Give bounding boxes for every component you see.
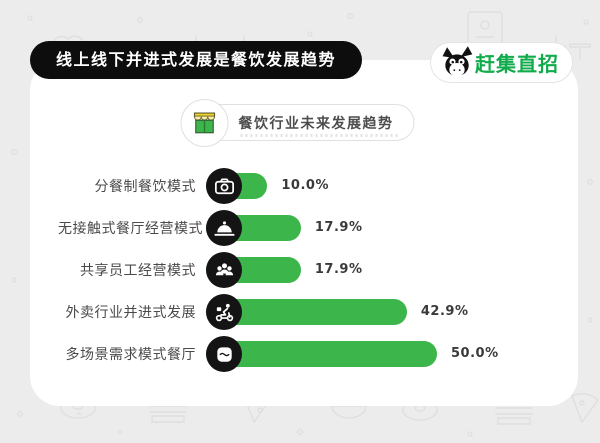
row-label: 共享员工经营模式	[80, 263, 196, 279]
meal-tray-icon	[206, 168, 242, 204]
row-value: 10.0%	[281, 178, 329, 193]
bar-rows: 分餐制餐饮模式 10.0% 无接触式餐厅经营模式 17.9% 共享员工经营模式	[58, 165, 563, 375]
chart-row: 多场景需求模式餐厅 50.0%	[58, 333, 563, 375]
row-label: 多场景需求模式餐厅	[65, 347, 196, 363]
dashed-underline	[240, 134, 400, 137]
pizza-doodle-2	[571, 393, 599, 424]
bar-track: 17.9%	[206, 207, 563, 249]
bar	[206, 341, 437, 367]
bar-track: 10.0%	[206, 165, 563, 207]
delivery-rider-icon	[206, 294, 242, 330]
storefront-icon	[180, 99, 229, 147]
row-label: 无接触式餐厅经营模式	[58, 221, 203, 237]
team-icon	[206, 252, 242, 288]
chart-row: 共享员工经营模式 17.9%	[58, 249, 563, 291]
chart-header: 餐饮行业未来发展趋势	[180, 99, 415, 147]
cloche-icon	[206, 210, 242, 246]
chart-title: 餐饮行业未来发展趋势	[238, 115, 394, 132]
row-value: 17.9%	[314, 220, 363, 235]
banner-title: 线上线下并进式发展是餐饮发展趋势	[30, 41, 363, 79]
brand-logo: 赶集直招	[430, 42, 573, 83]
takeout-box-icon	[206, 336, 242, 372]
bar-track: 42.9%	[206, 291, 563, 333]
dot-accents	[10, 12, 594, 437]
donkey-mascot-icon	[439, 46, 475, 79]
bar-track: 17.9%	[206, 249, 563, 291]
chart-row: 无接触式餐厅经营模式 17.9%	[58, 207, 563, 249]
row-value: 17.9%	[314, 262, 363, 277]
row-value: 50.0%	[451, 346, 499, 361]
row-label: 外卖行业并进式发展	[65, 305, 196, 321]
chart-row: 分餐制餐饮模式 10.0%	[58, 165, 563, 207]
brand-name: 赶集直招	[475, 52, 559, 76]
row-value: 42.9%	[420, 304, 469, 319]
row-label: 分餐制餐饮模式	[94, 179, 196, 195]
chart-row: 外卖行业并进式发展 42.9%	[58, 291, 563, 333]
bar-track: 50.0%	[206, 333, 563, 375]
